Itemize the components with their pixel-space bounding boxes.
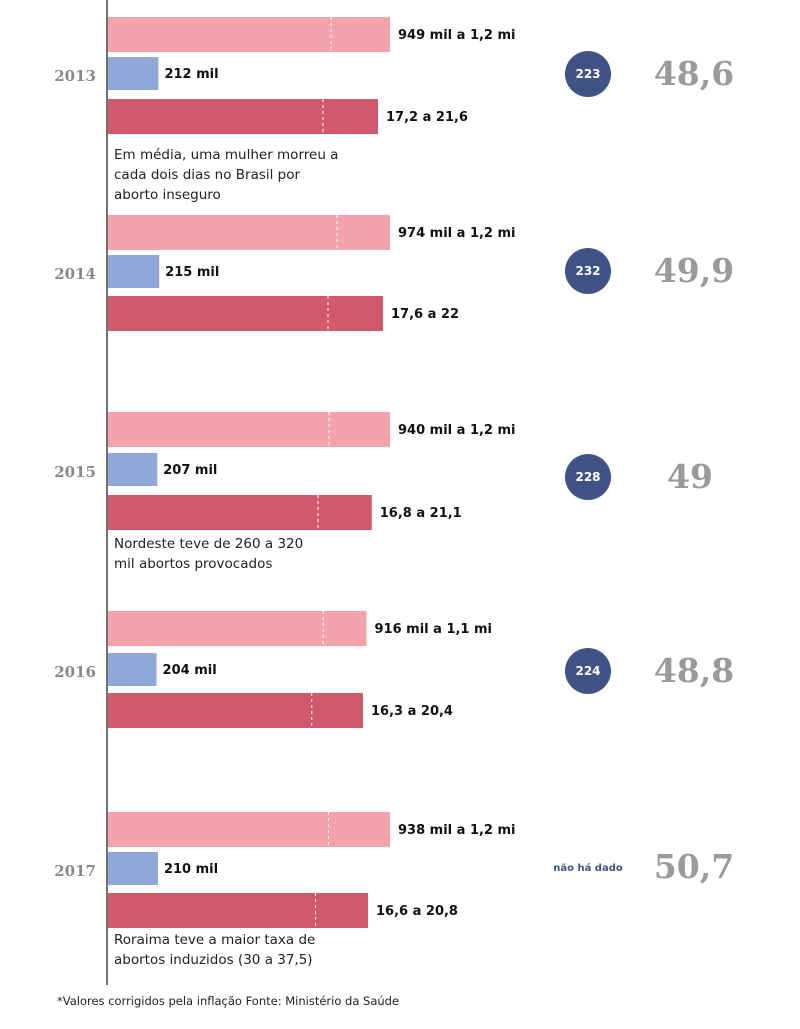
deaths-value: 228: [575, 470, 600, 484]
year-group-2016: 2016 916 mil a 1,1 mi 204 mil 16,3 a 20,4 22…: [54, 611, 734, 728]
bar-abortion-rate: [108, 893, 368, 928]
bar-abortion-rate: [108, 495, 372, 530]
rate-value: 50,7: [654, 847, 734, 886]
deaths-circle: [565, 648, 611, 694]
bar-label: 215 mil: [165, 265, 219, 280]
annotation-text: abortos induzidos (30 a 37,5): [114, 952, 313, 968]
footnote: *Valores corrigidos pela inflação Fonte:…: [57, 994, 399, 1008]
bar-hospitalizations: [108, 653, 157, 686]
deaths-circle: [565, 248, 611, 294]
bar-abortion-rate: [108, 296, 383, 331]
bar-induced-abortions: [108, 812, 390, 847]
rate-value: 49,9: [654, 251, 734, 290]
deaths-value: 223: [575, 67, 600, 81]
deaths-circle: [565, 51, 611, 97]
bar-induced-abortions: [108, 215, 390, 250]
bar-label: 207 mil: [163, 463, 217, 478]
bar-label: 16,6 a 20,8: [376, 904, 458, 919]
year-group-2013: 2013 949 mil a 1,2 mi 212 mil 17,2 a 21,6 22…: [54, 17, 734, 134]
bar-label: 916 mil a 1,1 mi: [375, 622, 493, 637]
bar-induced-abortions: [108, 412, 390, 447]
bar-abortion-rate: [108, 99, 378, 134]
year-label: 2013: [54, 67, 96, 85]
bar-induced-abortions: [108, 611, 367, 646]
bar-induced-abortions: [108, 17, 390, 52]
year-group-2015: 2015 940 mil a 1,2 mi 207 mil 16,8 a 21,1 22…: [54, 412, 713, 530]
year-group-2017: 2017 938 mil a 1,2 mi 210 mil 16,6 a 20,8 nã…: [54, 812, 734, 928]
year-label: 2016: [54, 663, 96, 681]
bar-hospitalizations: [108, 453, 158, 486]
annotation-text: mil abortos provocados: [114, 556, 272, 572]
deaths-circle: [565, 454, 611, 500]
rate-value: 48,8: [654, 651, 734, 690]
bar-label: 940 mil a 1,2 mi: [398, 423, 516, 438]
year-label: 2015: [54, 463, 96, 481]
bar-label: 974 mil a 1,2 mi: [398, 226, 516, 241]
annotation-text: aborto inseguro: [114, 187, 221, 203]
bar-hospitalizations: [108, 57, 159, 90]
deaths-value: não há dado: [553, 862, 623, 874]
bar-label: 16,3 a 20,4: [371, 704, 453, 719]
bar-hospitalizations: [108, 255, 160, 288]
deaths-value: 232: [575, 264, 600, 278]
year-label: 2017: [54, 862, 96, 880]
bar-label: 210 mil: [164, 862, 218, 877]
annotation-text: Roraima teve a maior taxa de: [114, 932, 315, 948]
annotation-text: cada dois dias no Brasil por: [114, 167, 300, 183]
deaths-value: 224: [575, 664, 600, 678]
bar-label: 212 mil: [164, 67, 218, 82]
bar-label: 17,2 a 21,6: [386, 110, 468, 125]
rate-value: 49: [667, 457, 713, 496]
bar-label: 204 mil: [163, 663, 217, 678]
bar-label: 949 mil a 1,2 mi: [398, 28, 516, 43]
bar-label: 938 mil a 1,2 mi: [398, 823, 516, 838]
bar-label: 16,8 a 21,1: [380, 506, 462, 521]
year-group-2014: 2014 974 mil a 1,2 mi 215 mil 17,6 a 22 232 4…: [54, 215, 734, 331]
bar-abortion-rate: [108, 693, 363, 728]
annotation-text: Em média, uma mulher morreu a: [114, 147, 338, 163]
bar-label: 17,6 a 22: [391, 307, 459, 322]
rate-value: 48,6: [654, 54, 734, 93]
annotation-text: Nordeste teve de 260 a 320: [114, 536, 303, 552]
year-label: 2014: [54, 265, 96, 283]
bar-hospitalizations: [108, 852, 158, 885]
